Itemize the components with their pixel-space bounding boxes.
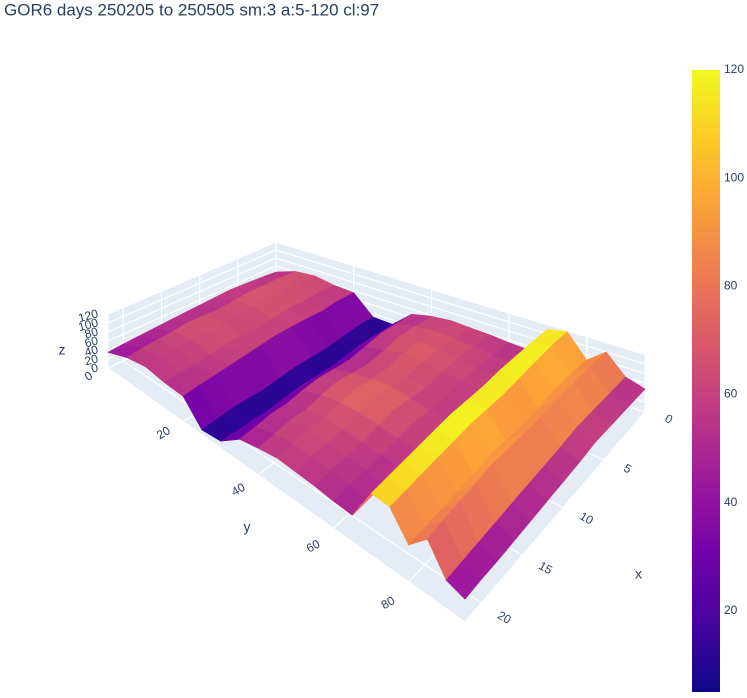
z-tick-label: 60 [83,333,100,350]
chart-title: GOR6 days 250205 to 250505 sm:3 a:5-120 … [4,0,379,19]
y-tick-label: 20 [154,423,173,442]
y-tick-label: 40 [229,480,248,499]
scene [107,241,646,623]
z-tick-label: 120 [77,306,100,325]
colorbar-tick-label: 80 [724,279,738,293]
z-grid-line [107,257,277,333]
colorbar-tick-label: 120 [724,62,744,76]
x-axis-title: x [635,565,642,581]
x-grid-line [122,360,482,604]
colorbar-tick-label: 100 [724,170,744,184]
z-grid-line [275,249,646,365]
x-tick-label: 0 [662,411,675,427]
y-tick-label: 80 [379,593,398,612]
x-tick-label: 10 [577,509,596,528]
y-tick-label: 60 [304,536,323,555]
z-grid-line [275,257,646,375]
colorbar-tick-label: 40 [724,495,738,509]
z-tick-label: 40 [83,342,100,359]
z-grid-line [107,241,277,315]
z-tick-label: 0 [90,360,100,375]
x-tick-label: 5 [621,461,634,477]
z-grid-line [107,249,277,324]
colorbar [692,70,720,692]
z-tick-label: 80 [83,324,100,341]
z-grid-line [275,241,646,355]
z-tick-label: 100 [77,315,100,334]
x-tick-label: 20 [495,608,514,627]
z-grid-line [107,265,277,342]
colorbar-tick-label: 60 [724,387,738,401]
x-tick-label: 15 [536,558,555,577]
colorbar-tick-label: 20 [724,603,738,617]
z-axis-title: z [59,342,66,358]
surface-cell [445,560,482,600]
y-axis-title: y [243,518,250,534]
z-tick-label: 20 [83,351,100,368]
